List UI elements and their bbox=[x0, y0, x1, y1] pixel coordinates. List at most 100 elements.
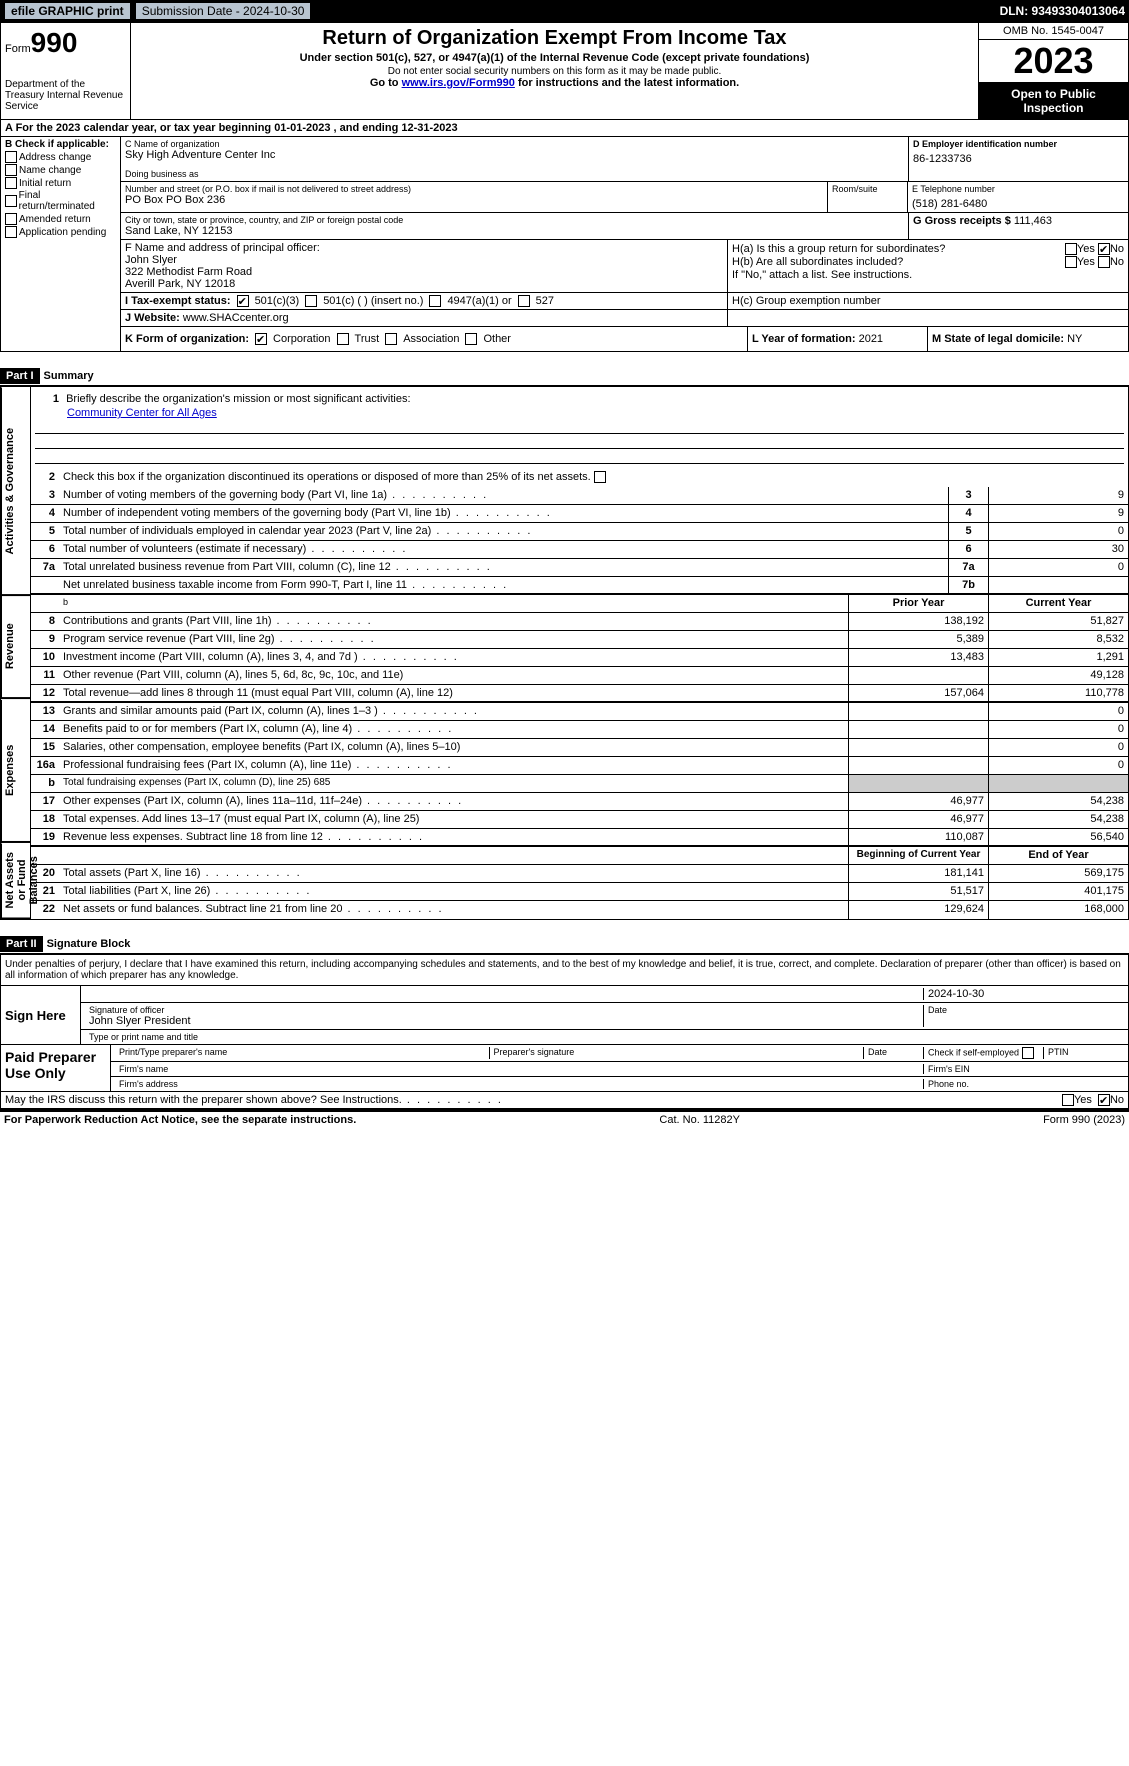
tax-year: 2023 bbox=[979, 40, 1128, 83]
paid-preparer-label: Paid Preparer Use Only bbox=[1, 1045, 111, 1091]
col-b-label: B Check if applicable: bbox=[5, 139, 116, 150]
line16b-text: Total fundraising expenses (Part IX, col… bbox=[59, 775, 848, 792]
line6-text: Total number of volunteers (estimate if … bbox=[59, 541, 948, 558]
sign-here-label: Sign Here bbox=[1, 986, 81, 1044]
hc-label: H(c) Group exemption number bbox=[728, 293, 1128, 309]
city-label: City or town, state or province, country… bbox=[125, 215, 904, 225]
line22-text: Net assets or fund balances. Subtract li… bbox=[59, 901, 848, 919]
dba-label: Doing business as bbox=[125, 169, 904, 179]
line9-text: Program service revenue (Part VIII, line… bbox=[59, 631, 848, 648]
part2-title: Signature Block bbox=[47, 938, 131, 950]
year-formation: 2021 bbox=[859, 333, 883, 345]
line15-text: Salaries, other compensation, employee b… bbox=[59, 739, 848, 756]
checkbox-amended[interactable] bbox=[5, 213, 17, 225]
perjury-text: Under penalties of perjury, I declare th… bbox=[1, 955, 1128, 986]
row-k-label: K Form of organization: bbox=[125, 333, 249, 345]
line20-text: Total assets (Part X, line 16) bbox=[59, 865, 848, 882]
ha-yes[interactable] bbox=[1065, 243, 1077, 255]
main-info-grid: B Check if applicable: Address change Na… bbox=[0, 137, 1129, 352]
page-footer: For Paperwork Reduction Act Notice, see … bbox=[0, 1110, 1129, 1128]
chk-527[interactable] bbox=[518, 295, 530, 307]
hb-yes[interactable] bbox=[1065, 256, 1077, 268]
checkbox-addr-change[interactable] bbox=[5, 151, 17, 163]
officer-addr2: Averill Park, NY 12018 bbox=[125, 278, 723, 290]
line7a-text: Total unrelated business revenue from Pa… bbox=[59, 559, 948, 576]
chk-501c3[interactable] bbox=[237, 295, 249, 307]
line13-text: Grants and similar amounts paid (Part IX… bbox=[59, 703, 848, 720]
pra-notice: For Paperwork Reduction Act Notice, see … bbox=[4, 1114, 356, 1126]
line4-val: 9 bbox=[988, 505, 1128, 522]
part1-label: Part I bbox=[0, 368, 40, 384]
side-expenses: Expenses bbox=[1, 700, 31, 843]
form-footer: Form 990 (2023) bbox=[1043, 1114, 1125, 1126]
line12-text: Total revenue—add lines 8 through 11 (mu… bbox=[59, 685, 848, 701]
line21-text: Total liabilities (Part X, line 26) bbox=[59, 883, 848, 900]
street-addr: PO Box PO Box 236 bbox=[125, 194, 823, 206]
line3-text: Number of voting members of the governin… bbox=[59, 487, 948, 504]
row-j-label: J Website: bbox=[125, 312, 180, 324]
chk-discontinued[interactable] bbox=[594, 471, 606, 483]
line2: Check this box if the organization disco… bbox=[63, 471, 591, 483]
line5-val: 0 bbox=[988, 523, 1128, 540]
org-name: Sky High Adventure Center Inc bbox=[125, 149, 904, 161]
form-subnote: Do not enter social security numbers on … bbox=[135, 66, 974, 77]
submission-date: Submission Date - 2024-10-30 bbox=[135, 2, 312, 20]
summary-section: Activities & Governance Revenue Expenses… bbox=[0, 387, 1129, 920]
city-state-zip: Sand Lake, NY 12153 bbox=[125, 225, 904, 237]
discuss-no[interactable] bbox=[1098, 1094, 1110, 1106]
checkbox-name-change[interactable] bbox=[5, 164, 17, 176]
box-e-label: E Telephone number bbox=[912, 184, 1124, 194]
checkbox-app-pending[interactable] bbox=[5, 226, 17, 238]
checkbox-final[interactable] bbox=[5, 195, 17, 207]
gross-receipts: 111,463 bbox=[1014, 215, 1052, 227]
side-net: Net Assets or Fund Balances bbox=[1, 843, 31, 919]
goto-link[interactable]: www.irs.gov/Form990 bbox=[402, 77, 515, 89]
line6-val: 30 bbox=[988, 541, 1128, 558]
hdr-prior: Prior Year bbox=[848, 595, 988, 612]
telephone: (518) 281-6480 bbox=[912, 198, 1124, 210]
open-public: Open to Public Inspection bbox=[979, 83, 1128, 119]
hb-no[interactable] bbox=[1098, 256, 1110, 268]
chk-4947[interactable] bbox=[429, 295, 441, 307]
website: www.SHACcenter.org bbox=[183, 312, 289, 324]
addr-label: Number and street (or P.O. box if mail i… bbox=[125, 184, 823, 194]
part1-title: Summary bbox=[44, 370, 94, 382]
ha-no[interactable] bbox=[1098, 243, 1110, 255]
officer-addr1: 322 Methodist Farm Road bbox=[125, 266, 723, 278]
checkbox-initial[interactable] bbox=[5, 177, 17, 189]
state-domicile: NY bbox=[1067, 333, 1082, 345]
chk-501c[interactable] bbox=[305, 295, 317, 307]
chk-corp[interactable] bbox=[255, 333, 267, 345]
goto-pre: Go to bbox=[370, 77, 402, 89]
hdr-begin: Beginning of Current Year bbox=[848, 847, 988, 864]
discuss-text: May the IRS discuss this return with the… bbox=[5, 1094, 1062, 1106]
top-bar: efile GRAPHIC print Submission Date - 20… bbox=[0, 0, 1129, 22]
chk-other[interactable] bbox=[465, 333, 477, 345]
line18-text: Total expenses. Add lines 13–17 (must eq… bbox=[59, 811, 848, 828]
box-g-label: G Gross receipts $ bbox=[913, 215, 1011, 227]
line11-text: Other revenue (Part VIII, column (A), li… bbox=[59, 667, 848, 684]
chk-assoc[interactable] bbox=[385, 333, 397, 345]
chk-trust[interactable] bbox=[337, 333, 349, 345]
line7a-val: 0 bbox=[988, 559, 1128, 576]
officer-sig-name: John Slyer President bbox=[89, 1015, 919, 1027]
chk-self-emp[interactable] bbox=[1022, 1047, 1034, 1059]
line5-text: Total number of individuals employed in … bbox=[59, 523, 948, 540]
part2-label: Part II bbox=[0, 936, 43, 952]
side-revenue: Revenue bbox=[1, 594, 31, 699]
line14-text: Benefits paid to or for members (Part IX… bbox=[59, 721, 848, 738]
room-label: Room/suite bbox=[832, 184, 903, 194]
side-governance: Activities & Governance bbox=[1, 387, 31, 594]
goto-post: for instructions and the latest informat… bbox=[515, 77, 739, 89]
line3-val: 9 bbox=[988, 487, 1128, 504]
row-l-label: L Year of formation: bbox=[752, 333, 856, 345]
row-a-tax-year: A For the 2023 calendar year, or tax yea… bbox=[0, 120, 1129, 137]
efile-button[interactable]: efile GRAPHIC print bbox=[4, 2, 131, 20]
mission-text: Community Center for All Ages bbox=[67, 407, 217, 419]
line16a-text: Professional fundraising fees (Part IX, … bbox=[59, 757, 848, 774]
line7b-text: Net unrelated business taxable income fr… bbox=[59, 577, 948, 593]
form-header: Form990 Department of the Treasury Inter… bbox=[0, 22, 1129, 120]
box-f-label: F Name and address of principal officer: bbox=[125, 242, 723, 254]
discuss-yes[interactable] bbox=[1062, 1094, 1074, 1106]
form-title: Return of Organization Exempt From Incom… bbox=[135, 27, 974, 50]
